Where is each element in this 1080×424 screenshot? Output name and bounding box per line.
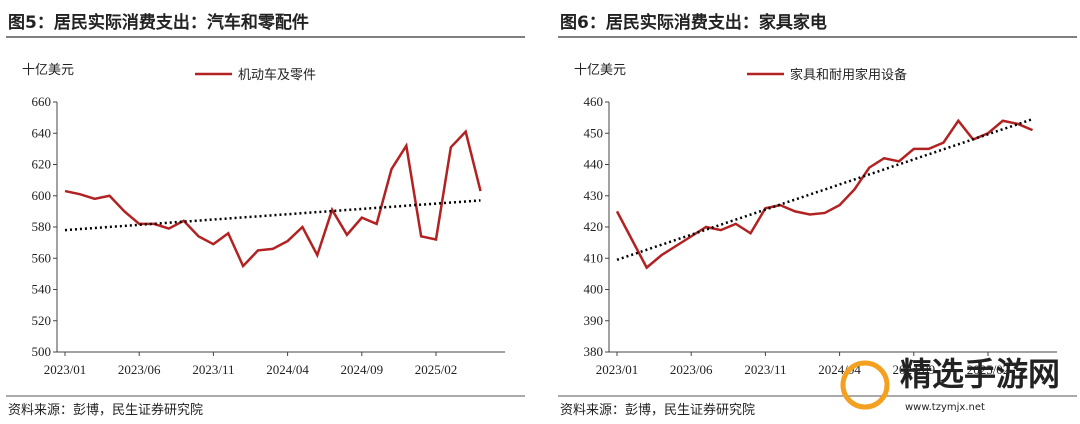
legend-label: 机动车及零件	[238, 67, 316, 83]
trendline	[616, 118, 1033, 261]
x-tick-label: 2023/01	[44, 362, 87, 377]
y-tick-label: 450	[584, 125, 604, 140]
y-tick-label: 580	[32, 219, 52, 234]
x-tick-label: 2023/11	[192, 362, 234, 377]
y-tick-label: 660	[32, 94, 52, 109]
watermark-url: www.tzymjx.net	[905, 402, 985, 413]
y-tick-label: 400	[584, 282, 604, 297]
y-tick-label: 640	[32, 125, 52, 140]
source: 资料来源：彭博，民生证券研究院	[560, 402, 755, 418]
x-tick-label: 2023/11	[744, 362, 786, 377]
y-tick-label: 620	[32, 157, 52, 172]
y-tick-label: 390	[584, 313, 604, 328]
y-axis-unit: 十亿美元	[574, 63, 626, 78]
y-tick-label: 380	[584, 344, 604, 359]
y-tick-label: 560	[32, 250, 52, 265]
watermark-logo	[840, 360, 890, 410]
x-tick-label: 2023/06	[670, 362, 713, 377]
y-tick-label: 460	[584, 94, 604, 109]
x-tick-label: 2023/06	[118, 362, 161, 377]
series-line	[615, 118, 1034, 270]
x-tick-label: 2024/04	[266, 362, 309, 377]
chart-title: 图5：居民实际消费支出：汽车和零配件	[8, 12, 309, 33]
y-tick-label: 500	[32, 344, 52, 359]
y-axis-unit: 十亿美元	[22, 63, 74, 78]
source: 资料来源：彭博，民生证券研究院	[8, 402, 203, 418]
y-tick-label: 540	[32, 282, 52, 297]
legend-label: 家具和耐用家用设备	[790, 67, 907, 83]
x-tick-label: 2025/02	[967, 362, 1010, 377]
watermark-name: 精选手游网	[900, 355, 1060, 393]
y-tick-label: 420	[584, 219, 604, 234]
y-tick-label: 410	[584, 250, 604, 265]
y-tick-label: 520	[32, 313, 52, 328]
chart-title: 图6：居民实际消费支出：家具家电	[560, 12, 827, 33]
x-tick-label: 2024/09	[340, 362, 383, 377]
y-tick-label: 600	[32, 188, 52, 203]
x-tick-label: 2023/01	[596, 362, 639, 377]
y-tick-label: 430	[584, 188, 604, 203]
x-tick-label: 2025/02	[415, 362, 458, 377]
series-line	[64, 129, 482, 269]
y-tick-label: 440	[584, 157, 604, 172]
x-tick-label: 2024/09	[892, 362, 935, 377]
